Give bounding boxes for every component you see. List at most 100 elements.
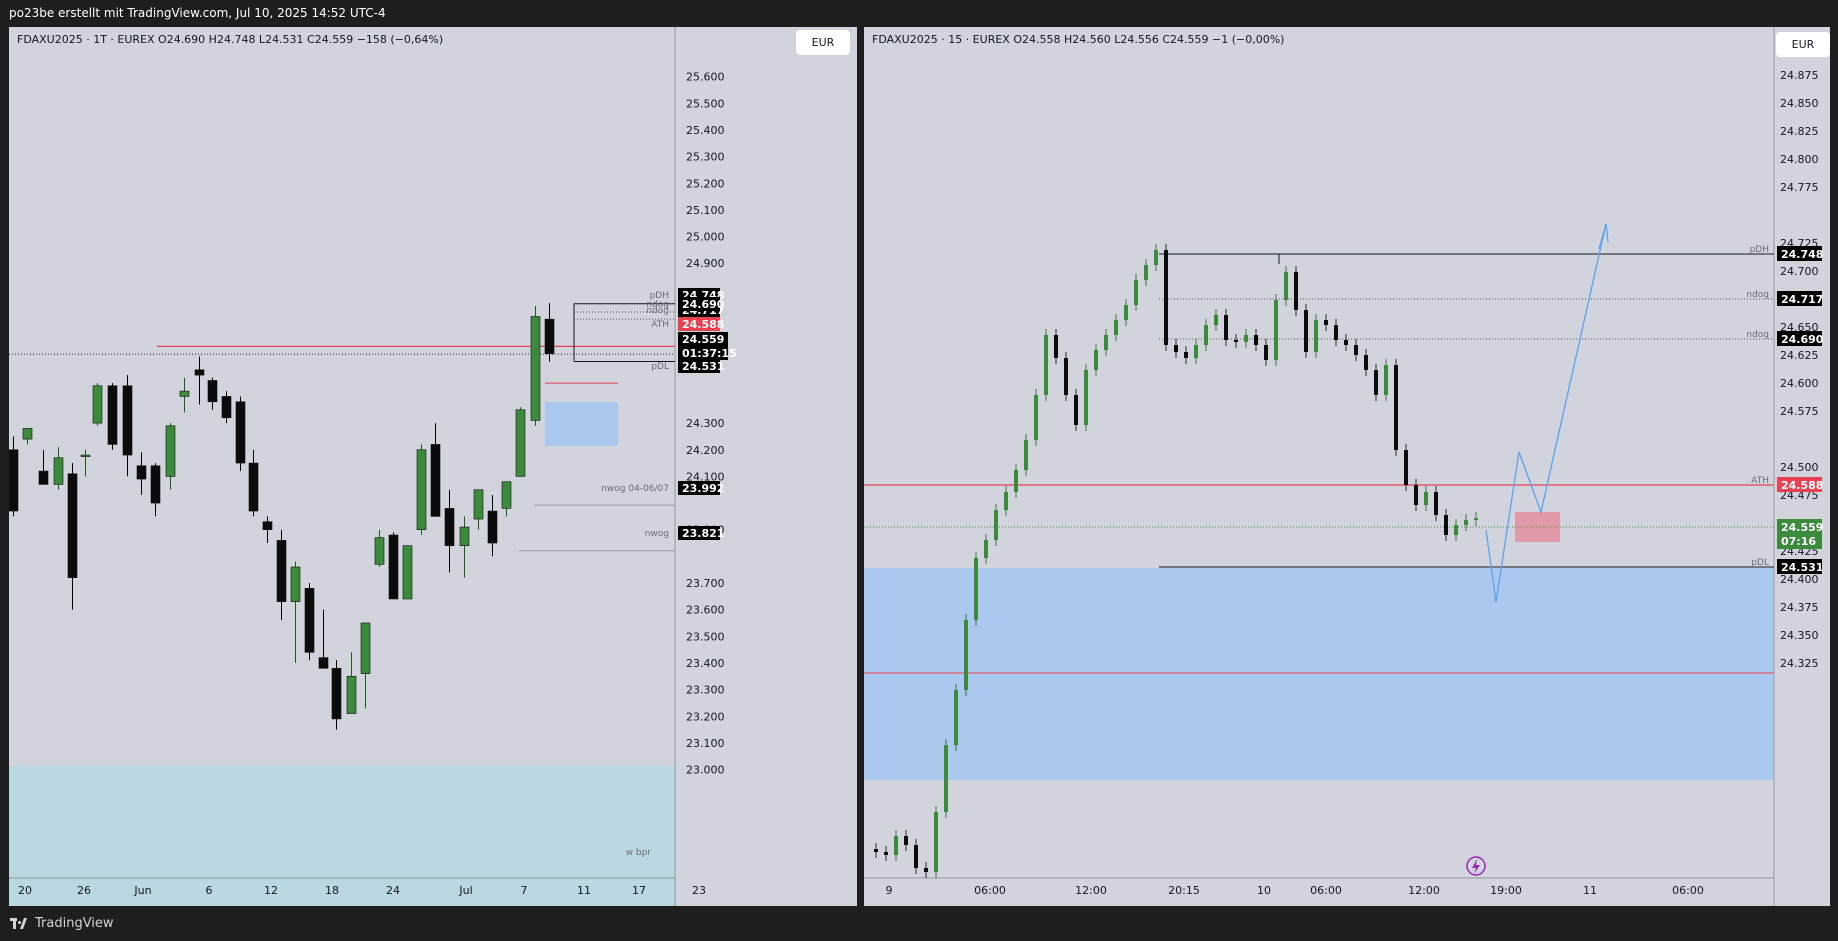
lightning-icon-bolt (1472, 859, 1480, 874)
daily-chart-canvas[interactable]: w bpr 25.600 25.500 25.400 25.300 25.200 25.10… (9, 27, 857, 906)
intraday-candle (1004, 492, 1008, 510)
daily-candle (304, 588, 315, 653)
intraday-currency-button[interactable]: EUR (1776, 32, 1830, 57)
intraday-price-tag-value: 24.531 (1781, 561, 1823, 574)
daily-level-label: nwog 04-06/07 (601, 484, 669, 494)
daily-candle (179, 390, 190, 397)
intraday-level-label: ndog (1746, 330, 1769, 340)
daily-time-tick: 12 (264, 884, 278, 897)
intraday-candle (1184, 352, 1188, 358)
target-box (1515, 512, 1560, 542)
intraday-candle (944, 745, 948, 812)
lightning-icon[interactable] (1466, 856, 1486, 876)
intraday-time-tick: 06:00 (1310, 884, 1342, 897)
daily-price-tick: 23.000 (686, 764, 725, 777)
intraday-price-tick: 24.650 (1780, 321, 1819, 334)
intraday-candle (1234, 340, 1238, 342)
daily-currency-button[interactable]: EUR (796, 30, 850, 55)
intraday-price-tick: 24.400 (1780, 573, 1819, 586)
intraday-candle (1044, 335, 1048, 395)
intraday-level-label: pDL (1751, 558, 1769, 568)
intraday-candle (1354, 345, 1358, 355)
daily-candle (221, 396, 232, 419)
daily-price-tag-value: 24.690 (682, 298, 725, 311)
daily-candle (136, 465, 147, 480)
intraday-price-tick: 24.325 (1780, 657, 1819, 670)
intraday-candle (1474, 518, 1478, 520)
daily-candle (262, 521, 273, 530)
daily-time-tick: 24 (386, 884, 400, 897)
intraday-candle (974, 558, 978, 620)
intraday-price-tag-value: 24.588 (1781, 479, 1823, 492)
daily-candle (9, 449, 19, 512)
daily-price-tag-value: 24.531 (682, 360, 724, 373)
daily-price-tick: 25.100 (686, 204, 725, 217)
intraday-candle (884, 852, 888, 855)
intraday-candle (1054, 335, 1058, 358)
intraday-candle (914, 845, 918, 868)
daily-candle (473, 489, 484, 520)
intraday-candle (1284, 272, 1288, 300)
tradingview-brand-text: TradingView (35, 916, 114, 931)
daily-candle (515, 409, 526, 477)
intraday-chart-pane[interactable]: 24.875 24.850 24.825 24.800 24.775 24.725 24.7… (864, 27, 1830, 906)
daily-candle (402, 545, 413, 600)
daily-candle (318, 657, 329, 669)
daily-time-tick: 26 (77, 884, 91, 897)
intraday-candle (1144, 265, 1148, 280)
daily-price-tick: 23.700 (686, 577, 725, 590)
intraday-level-label: pDH (1750, 245, 1769, 255)
intraday-candle (1064, 358, 1068, 395)
intraday-candle (904, 836, 908, 845)
intraday-candle (894, 836, 898, 855)
daily-price-tick: 24.900 (686, 257, 725, 270)
intraday-candle (1124, 305, 1128, 320)
intraday-candle (1314, 320, 1318, 352)
intraday-countdown: 07:16 (1781, 535, 1816, 548)
intraday-candle (1294, 272, 1298, 310)
intraday-chart-canvas[interactable]: 24.87524.85024.82524.80024.77524.72524.7… (864, 27, 1830, 906)
daily-candle (235, 401, 246, 464)
intraday-candle (1224, 315, 1228, 340)
daily-price-tick: 23.500 (686, 630, 725, 643)
intraday-price-tag (1777, 246, 1822, 261)
demand-zone (864, 568, 1774, 780)
intraday-candle (1104, 335, 1108, 350)
intraday-candle (1424, 492, 1428, 505)
projection-path (1485, 223, 1607, 603)
daily-time-tick: Jun (133, 884, 151, 897)
daily-price-tick: 25.300 (686, 151, 725, 164)
intraday-price-tick: 24.600 (1780, 377, 1819, 390)
intraday-price-tick: 24.875 (1780, 69, 1819, 82)
intraday-candle (1344, 340, 1348, 345)
intraday-candle (1374, 370, 1378, 395)
daily-time-tick: 18 (325, 884, 339, 897)
daily-time-tick: 11 (577, 884, 591, 897)
intraday-price-tick: 24.850 (1780, 97, 1819, 110)
intraday-time-tick: 06:00 (974, 884, 1006, 897)
daily-price-tick: 25.000 (686, 231, 725, 244)
intraday-candle (1324, 320, 1328, 325)
intraday-price-tag (1777, 331, 1822, 346)
intraday-candle (1214, 315, 1218, 325)
daily-price-tag-value: 24.559 (682, 333, 724, 346)
daily-price-tag-value: 23.992 (682, 482, 724, 495)
intraday-candle (994, 510, 998, 540)
daily-chart-pane[interactable]: w bpr 25.600 25.500 25.400 25.300 25.200 25.10… (9, 27, 857, 906)
daily-time-tick: 23 (692, 884, 706, 897)
intraday-price-tick: 24.575 (1780, 405, 1819, 418)
intraday-price-tag-value: 24.748 (1781, 248, 1823, 261)
daily-price-tick: 23.300 (686, 684, 725, 697)
tradingview-logo-icon (10, 918, 30, 930)
daily-candle (360, 622, 371, 674)
daily-time-tick: Jul (458, 884, 472, 897)
intraday-candle (1304, 310, 1308, 352)
intraday-price-tag-value: 24.717 (1781, 293, 1823, 306)
daily-price-tick: 25.600 (686, 71, 725, 84)
daily-candle (248, 462, 259, 512)
intraday-time-tick: 19:00 (1490, 884, 1522, 897)
daily-candle (53, 457, 64, 485)
weekly-bpr-zone (9, 766, 676, 906)
intraday-candle (1404, 450, 1408, 485)
intraday-candle (984, 540, 988, 558)
